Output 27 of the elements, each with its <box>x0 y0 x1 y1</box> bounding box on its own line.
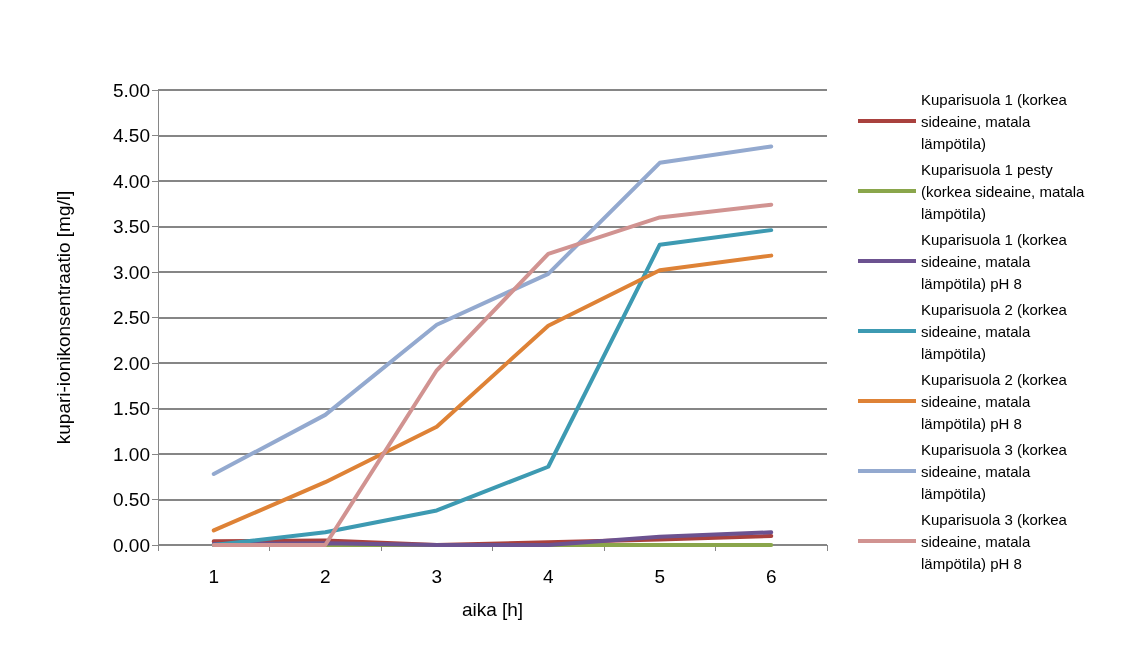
x-axis-title: aika [h] <box>461 599 524 620</box>
x-tick-label: 2 <box>319 566 331 587</box>
x-tick-label: 4 <box>542 566 554 587</box>
y-tick-label: 4.00 <box>113 170 150 192</box>
x-tick-label: 6 <box>765 566 777 587</box>
x-tick-label: 5 <box>654 566 666 587</box>
legend-label: Kuparisuola 2 (korkea sideaine, matala lämpötila) <box>921 300 1072 362</box>
y-tick-label: 3.00 <box>113 261 150 283</box>
x-tick-label: 1 <box>208 566 220 587</box>
x-tick-label: 3 <box>431 566 443 587</box>
y-tick-label: 4.50 <box>113 125 150 146</box>
y-tick-label: 3.50 <box>113 216 150 237</box>
y-axis-title: kupari-ionikonsentraatio [mg/l] <box>53 190 74 445</box>
legend-label: Kuparisuola 1 pesty (korkea sideaine, matala lämpötila) <box>921 160 1089 222</box>
y-tick-label: 1.00 <box>113 443 150 465</box>
line-series <box>211 144 774 477</box>
y-tick-label: 1.50 <box>113 398 150 419</box>
legend-label: Kuparisuola 3 (korkea sideaine, matala lämpötila) pH 8 <box>921 510 1072 572</box>
legend-label: Kuparisuola 3 (korkea sideaine, matala lämpötila) <box>921 440 1072 502</box>
legend-label: Kuparisuola 1 (korkea sideaine, matala lämpötila) pH 8 <box>921 230 1072 292</box>
y-tick-label: 0.00 <box>113 534 150 556</box>
y-tick-label: 2.00 <box>113 352 150 374</box>
legend-label: Kuparisuola 2 (korkea sideaine, matala lämpötila) pH 8 <box>921 370 1072 432</box>
legend-label: Kuparisuola 1 (korkea sideaine, matala lämpötila) <box>921 90 1072 152</box>
y-tick-label: 0.50 <box>113 489 150 510</box>
y-tick-label: 2.50 <box>113 307 150 328</box>
y-tick-label: 5.00 <box>113 79 150 101</box>
